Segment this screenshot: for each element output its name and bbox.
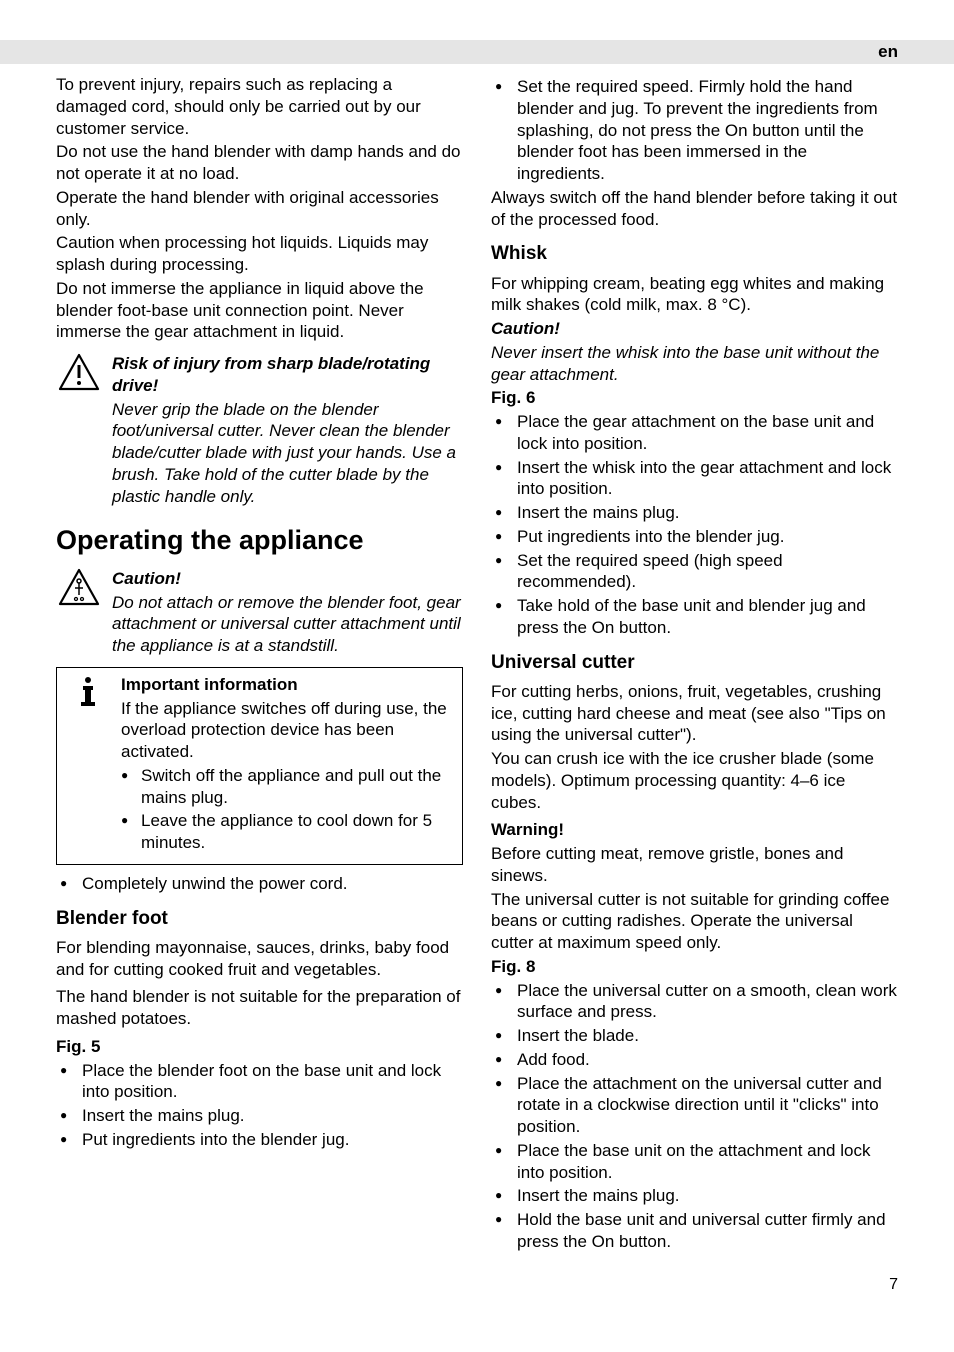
blender-foot-p2: The hand blender is not suitable for the… [56,986,463,1030]
fig5-label: Fig. 5 [56,1036,463,1058]
section-title-operating: Operating the appliance [56,523,463,558]
warning-body: Never grip the blade on the blender foot… [112,399,463,508]
cutter-p2: You can crush ice with the ice crusher b… [491,748,898,813]
list-item: Insert the mains plug. [56,1105,463,1127]
caution-body: Do not attach or remove the blender foot… [112,592,463,657]
list-item: Place the gear attachment on the base un… [491,411,898,455]
info-box: Important information If the appliance s… [56,667,463,865]
list-item: Hold the base unit and universal cutter … [491,1209,898,1253]
intro-p5: Do not immerse the appliance in liquid a… [56,278,463,343]
intro-p1: To prevent injury, repairs such as repla… [56,74,463,139]
list-item: Insert the blade. [491,1025,898,1047]
col2-start: Set the required speed. Firmly hold the … [491,76,898,230]
page-number: 7 [56,1275,898,1295]
info-item: Switch off the appliance and pull out th… [121,765,454,809]
info-title: Important information [121,674,454,696]
info-item: Leave the appliance to cool down for 5 m… [121,810,454,854]
list-item: Take hold of the base unit and blender j… [491,595,898,639]
whisk-caution-title: Caution! [491,318,898,340]
fig8-label: Fig. 8 [491,956,898,978]
list-item: Insert the mains plug. [491,502,898,524]
caution-triangle-icon [56,568,102,659]
warning-injury-block: Risk of injury from sharp blade/rotating… [56,353,463,509]
list-item: Put ingredients into the blender jug. [56,1129,463,1151]
fig6-label: Fig. 6 [491,387,898,409]
unwind-item: Completely unwind the power cord. [56,873,463,895]
intro-block: To prevent injury, repairs such as repla… [56,74,463,343]
list-item: Insert the mains plug. [491,1185,898,1207]
cutter-p1: For cutting herbs, onions, fruit, vegeta… [491,681,898,746]
cutter-p3: The universal cutter is not suitable for… [491,889,898,954]
subsection-universal-cutter: Universal cutter [491,651,898,675]
list-item: Place the blender foot on the base unit … [56,1060,463,1104]
list-item: Place the attachment on the universal cu… [491,1073,898,1138]
info-body: If the appliance switches off during use… [121,698,454,763]
list-item: Set the required speed. Firmly hold the … [491,76,898,185]
list-item: Place the universal cutter on a smooth, … [491,980,898,1024]
warning-title: Risk of injury from sharp blade/rotating… [112,353,463,397]
list-item: Insert the whisk into the gear attachmen… [491,457,898,501]
caution-title: Caution! [112,568,463,590]
list-item: Place the base unit on the attachment an… [491,1140,898,1184]
list-item: Set the required speed (high speed recom… [491,550,898,594]
language-bar: en [0,40,954,64]
whisk-caution-body: Never insert the whisk into the base uni… [491,342,898,386]
intro-p4: Caution when processing hot liquids. Liq… [56,232,463,276]
list-item: Add food. [491,1049,898,1071]
blender-foot-p1: For blending mayonnaise, sauces, drinks,… [56,937,463,981]
warning-triangle-icon [56,353,102,509]
list-item: Put ingredients into the blender jug. [491,526,898,548]
caution-block: Caution! Do not attach or remove the ble… [56,568,463,659]
col2-after-p: Always switch off the hand blender befor… [491,187,898,231]
intro-p3: Operate the hand blender with original a… [56,187,463,231]
whisk-p1: For whipping cream, beating egg whites a… [491,273,898,317]
intro-p2: Do not use the hand blender with damp ha… [56,141,463,185]
cutter-warn-body: Before cutting meat, remove gristle, bon… [491,843,898,887]
info-icon [65,674,111,856]
page-columns: To prevent injury, repairs such as repla… [56,74,898,1255]
subsection-blender-foot: Blender foot [56,907,463,931]
language-label: en [878,42,898,61]
cutter-warn-title: Warning! [491,819,898,841]
subsection-whisk: Whisk [491,242,898,266]
